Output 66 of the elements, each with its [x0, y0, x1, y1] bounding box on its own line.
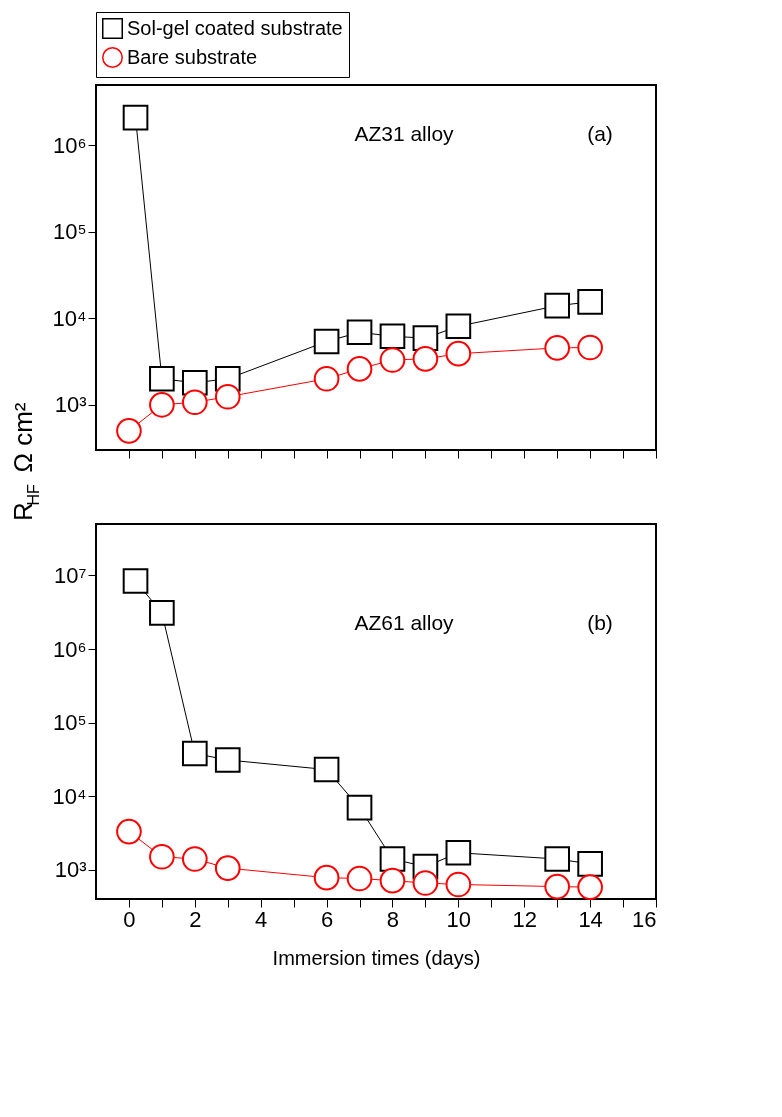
point: [445, 871, 472, 898]
point: [544, 873, 571, 900]
x-tick-label: 0: [123, 906, 136, 932]
point: [313, 328, 340, 355]
y-tick-label: 10³: [54, 857, 87, 883]
point: [577, 874, 603, 900]
y-axis-title: RHF Ω cm²: [8, 402, 42, 522]
y-tick-label: 10⁶: [52, 636, 87, 662]
point: [181, 740, 208, 767]
point: [116, 418, 142, 444]
point: [149, 365, 175, 392]
point: [412, 870, 439, 896]
point: [544, 846, 571, 872]
annotation: (b): [587, 611, 613, 634]
legend-label: Sol-gel coated substrate: [127, 16, 343, 39]
x-tick-label: 2: [189, 906, 202, 932]
y-tick-label: 10⁵: [52, 710, 87, 736]
point: [214, 855, 241, 881]
point: [346, 865, 373, 892]
point: [577, 289, 603, 315]
point: [379, 867, 406, 894]
x-tick-label: 10: [446, 906, 472, 932]
point: [313, 365, 340, 392]
point: [577, 851, 603, 877]
point: [577, 334, 603, 361]
annotation: AZ61 alloy: [354, 611, 455, 634]
point: [544, 292, 571, 319]
point: [379, 347, 406, 373]
y-tick-label: 10⁴: [52, 783, 87, 809]
point: [445, 340, 472, 367]
point: [149, 600, 175, 626]
point: [181, 389, 208, 416]
x-tick-label: 12: [512, 906, 537, 932]
x-tick-label: 4: [255, 906, 268, 932]
point: [346, 794, 373, 821]
point: [116, 818, 142, 845]
x-axis-title: Immersion times (days): [272, 946, 481, 969]
point: [379, 846, 406, 872]
point: [346, 356, 373, 382]
x-tick-label: 8: [386, 906, 400, 932]
point: [412, 346, 439, 372]
point: [149, 391, 175, 418]
x-tick-label: 6: [320, 906, 334, 932]
point: [544, 335, 571, 361]
point: [445, 313, 472, 340]
annotation: AZ31 alloy: [354, 122, 455, 145]
x-tick-label: 14: [578, 906, 603, 932]
point: [214, 383, 241, 410]
point: [346, 319, 373, 346]
legend-label: Bare substrate: [127, 45, 258, 68]
y-tick-label: 10⁷: [54, 562, 87, 588]
point: [181, 846, 208, 872]
point: [313, 756, 340, 783]
point: [122, 568, 149, 594]
point: [122, 104, 149, 131]
y-tick-label: 10⁵: [52, 219, 87, 245]
x-tick-label: 16: [632, 906, 657, 932]
point: [214, 747, 241, 773]
y-tick-label: 10⁶: [52, 132, 87, 158]
annotation: (a): [587, 122, 613, 145]
y-tick-label: 10⁴: [52, 305, 87, 331]
point: [313, 864, 340, 891]
point: [149, 843, 175, 870]
point: [445, 839, 472, 866]
point: [379, 323, 406, 350]
y-tick-label: 10³: [54, 392, 87, 418]
